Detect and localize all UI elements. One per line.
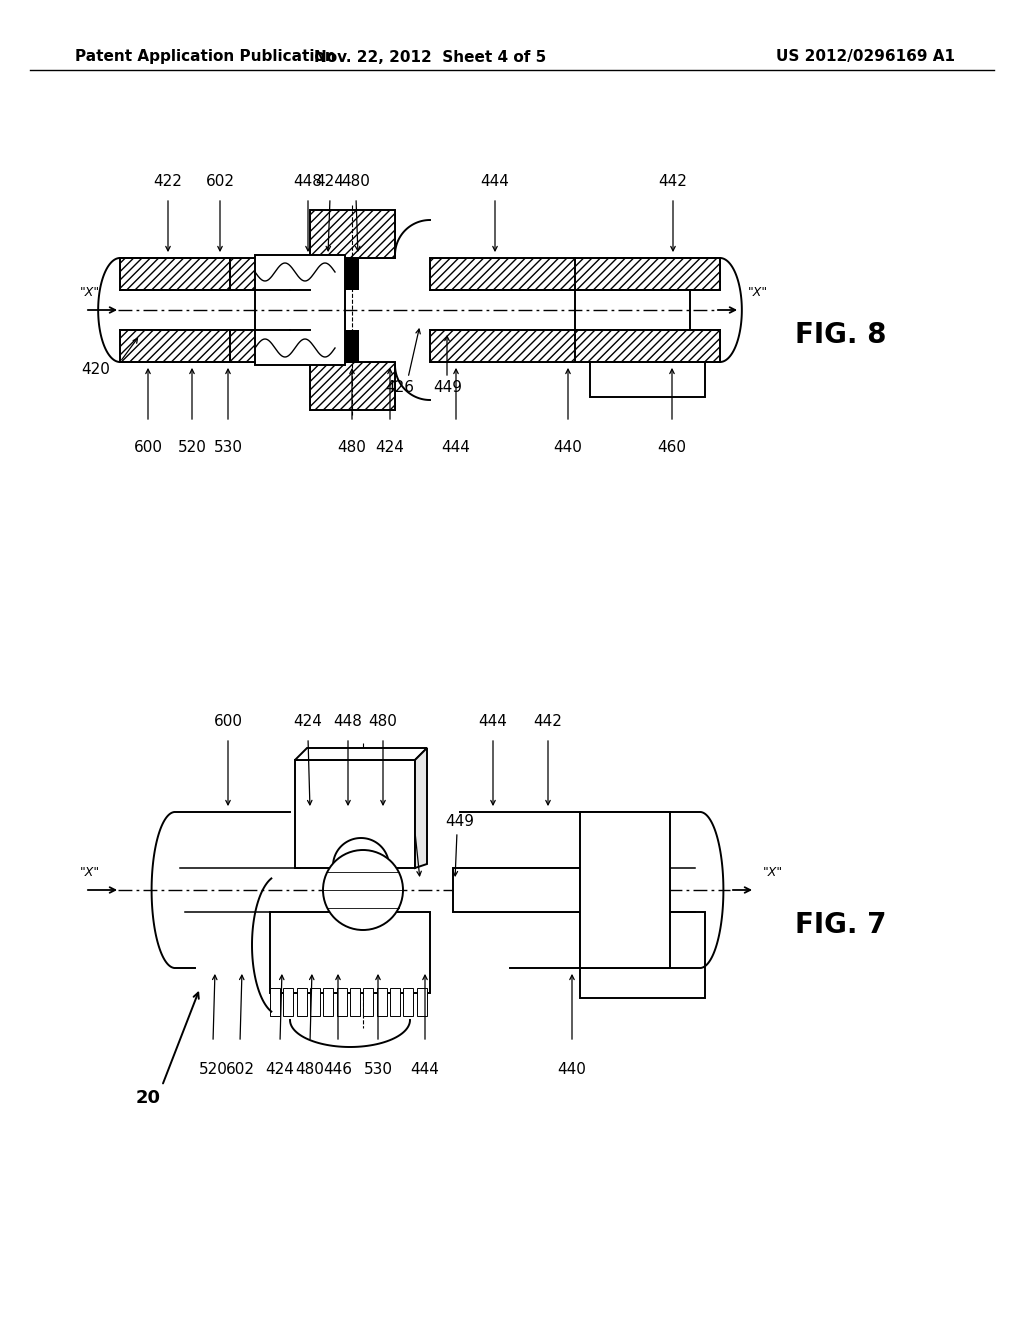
Text: 460: 460: [657, 441, 686, 455]
Text: 520: 520: [199, 1063, 227, 1077]
Text: 602: 602: [206, 174, 234, 190]
Bar: [377, 987, 387, 1016]
Text: 444: 444: [441, 441, 470, 455]
Text: 602: 602: [225, 1063, 255, 1077]
Text: 446: 446: [324, 1063, 352, 1077]
Text: 448: 448: [334, 714, 362, 730]
Bar: [324, 987, 334, 1016]
Text: 440: 440: [557, 1063, 587, 1077]
Bar: [310, 987, 319, 1016]
Text: 448: 448: [294, 174, 323, 190]
Bar: [403, 987, 414, 1016]
Polygon shape: [295, 748, 427, 760]
Bar: [120, 330, 230, 362]
Bar: [350, 987, 360, 1016]
Bar: [575, 290, 690, 330]
Bar: [120, 290, 720, 330]
Text: 426: 426: [393, 814, 423, 829]
Text: 420: 420: [82, 363, 111, 378]
Bar: [453, 869, 580, 912]
Bar: [295, 760, 415, 869]
Text: 449: 449: [445, 814, 474, 829]
Text: FIG. 8: FIG. 8: [795, 321, 887, 348]
Text: 480: 480: [369, 714, 397, 730]
Bar: [430, 330, 720, 362]
Bar: [230, 330, 310, 362]
Text: 444: 444: [480, 174, 509, 190]
Bar: [364, 987, 374, 1016]
Text: 600: 600: [213, 714, 243, 730]
Text: 530: 530: [364, 1063, 392, 1077]
Bar: [580, 912, 705, 998]
Text: 424: 424: [315, 174, 344, 190]
Text: FIG. 7: FIG. 7: [795, 911, 887, 939]
Bar: [230, 257, 310, 290]
Text: 426: 426: [385, 380, 415, 396]
Bar: [310, 210, 395, 257]
Text: 600: 600: [133, 441, 163, 455]
Text: 520: 520: [177, 441, 207, 455]
Text: US 2012/0296169 A1: US 2012/0296169 A1: [776, 49, 955, 65]
Text: 442: 442: [658, 174, 687, 190]
Text: 424: 424: [294, 714, 323, 730]
Bar: [310, 362, 395, 411]
Text: 424: 424: [265, 1063, 295, 1077]
Text: 480: 480: [338, 441, 367, 455]
Bar: [430, 330, 720, 362]
Bar: [310, 362, 395, 411]
Text: "X": "X": [80, 285, 100, 298]
Bar: [255, 255, 345, 366]
Bar: [310, 210, 395, 257]
Text: 442: 442: [534, 714, 562, 730]
Bar: [270, 912, 430, 993]
Bar: [297, 987, 306, 1016]
Bar: [120, 330, 230, 362]
Bar: [337, 987, 347, 1016]
Text: "X": "X": [763, 866, 783, 879]
Text: 424: 424: [376, 441, 404, 455]
Text: Nov. 22, 2012  Sheet 4 of 5: Nov. 22, 2012 Sheet 4 of 5: [314, 49, 546, 65]
Bar: [284, 987, 293, 1016]
Bar: [345, 330, 359, 362]
Bar: [120, 257, 230, 290]
Bar: [230, 330, 310, 362]
Text: 440: 440: [554, 441, 583, 455]
Text: 444: 444: [411, 1063, 439, 1077]
Polygon shape: [415, 748, 427, 869]
Bar: [430, 257, 720, 290]
Bar: [417, 987, 427, 1016]
Text: 20: 20: [135, 1089, 161, 1107]
Text: "X": "X": [80, 866, 100, 879]
Text: 449: 449: [433, 380, 463, 396]
Text: 444: 444: [478, 714, 508, 730]
Bar: [270, 987, 280, 1016]
Circle shape: [323, 850, 403, 931]
Bar: [430, 257, 720, 290]
Bar: [580, 812, 670, 968]
Bar: [345, 257, 359, 290]
Bar: [590, 362, 705, 397]
Text: 530: 530: [213, 441, 243, 455]
Text: Patent Application Publication: Patent Application Publication: [75, 49, 336, 65]
Bar: [120, 257, 230, 290]
Text: 422: 422: [154, 174, 182, 190]
Text: "X": "X": [748, 285, 768, 298]
Bar: [390, 987, 400, 1016]
Text: 480: 480: [296, 1063, 325, 1077]
Text: 480: 480: [342, 174, 371, 190]
Bar: [230, 257, 310, 290]
